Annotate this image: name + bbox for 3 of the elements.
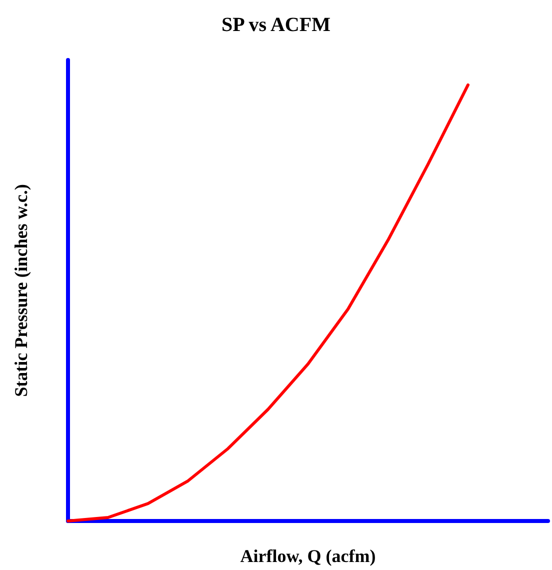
x-axis-title: Airflow, Q (acfm) <box>240 546 376 566</box>
y-axis-title: Static Pressure (inches w.c.) <box>11 184 31 397</box>
chart-title: SP vs ACFM <box>222 14 331 36</box>
